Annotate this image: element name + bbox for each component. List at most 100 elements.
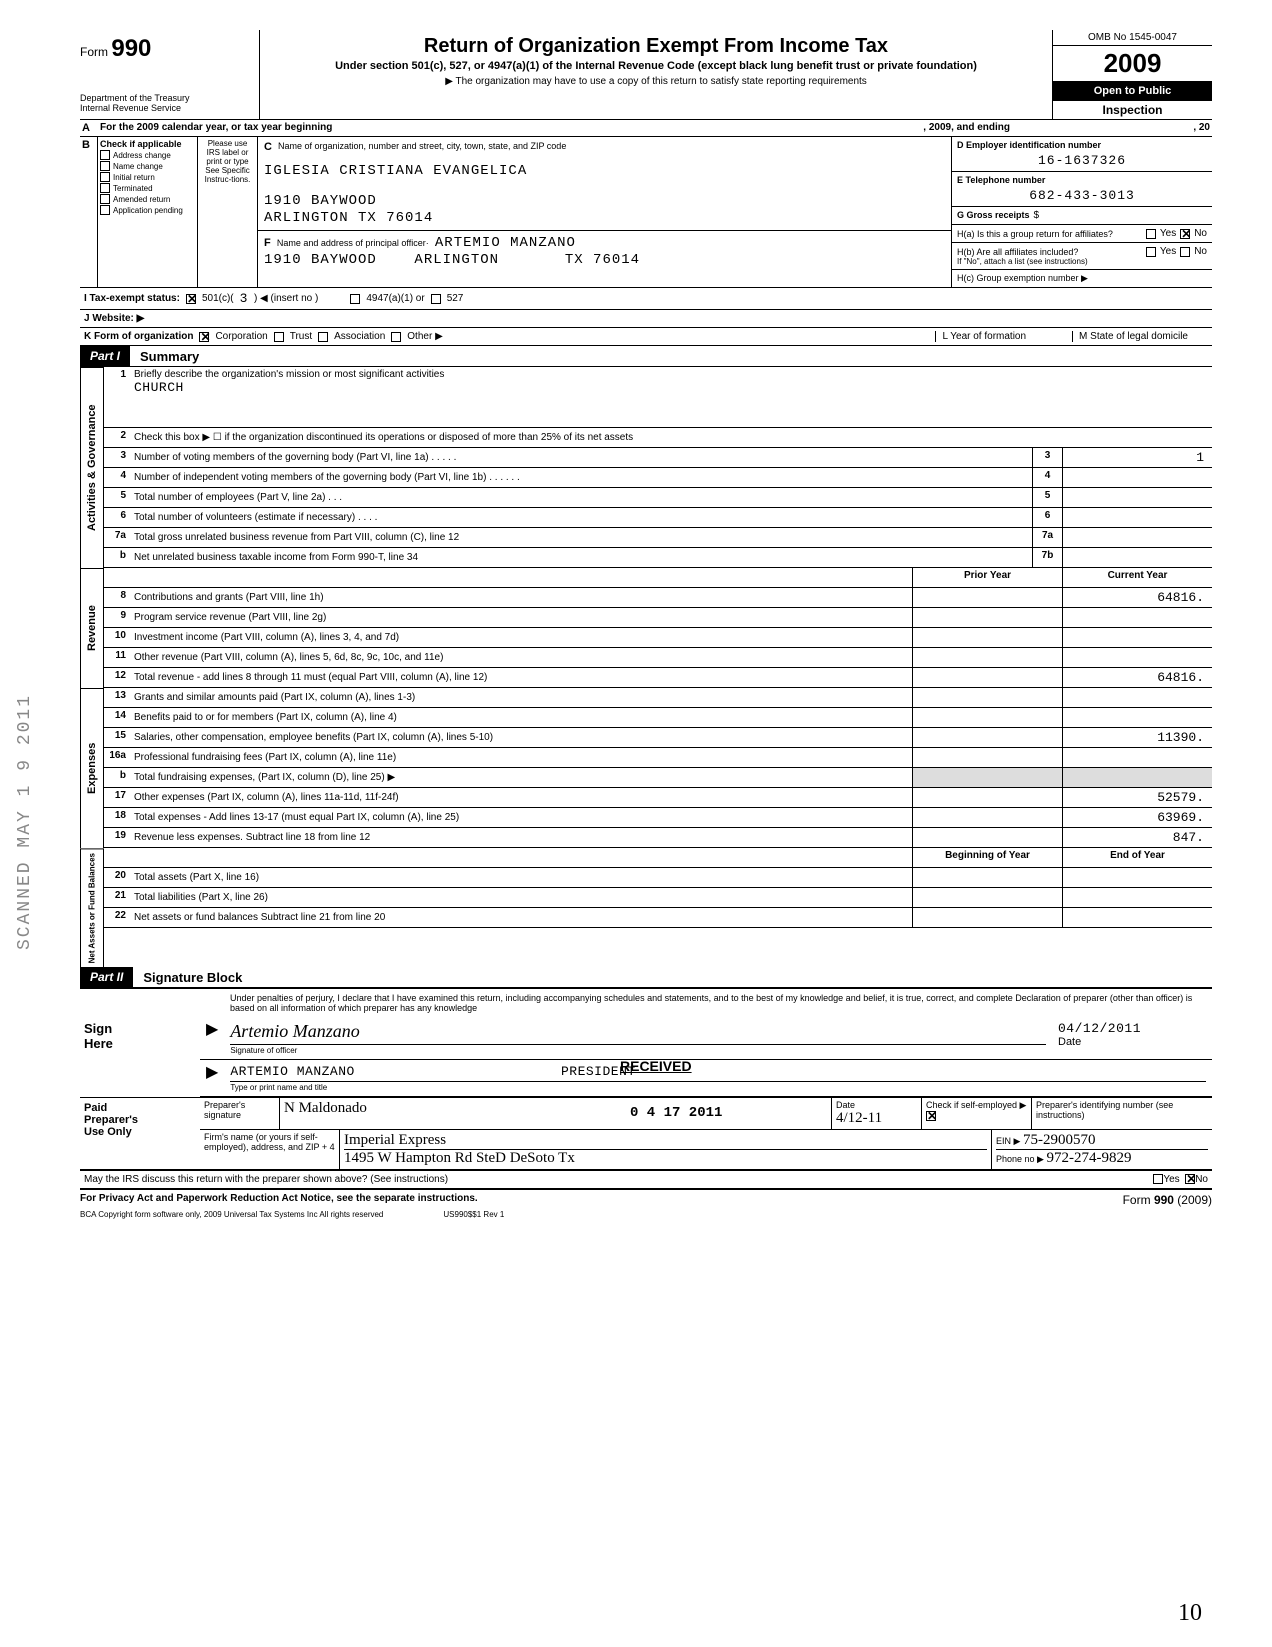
g-label: G Gross receipts	[957, 210, 1030, 221]
chk-other[interactable]	[391, 332, 401, 342]
hdr-prior: Prior Year	[912, 568, 1062, 587]
preparer-date: 4/12-11	[836, 1110, 882, 1126]
na-prior-21	[912, 888, 1062, 907]
chk-self-employed[interactable]	[926, 1111, 936, 1121]
chk-corp[interactable]	[199, 332, 209, 342]
hdr-curr: Current Year	[1062, 568, 1212, 587]
netassets-section: Net Assets or Fund Balances Beginning of…	[80, 848, 1212, 967]
exp-curr-15: 11390.	[1062, 728, 1212, 747]
rev-prior-11	[912, 648, 1062, 667]
governance-section: Activities & Governance 1Briefly describ…	[80, 367, 1212, 568]
tax-year: 2009	[1053, 46, 1212, 82]
form-note: ▶ The organization may have to use a cop…	[270, 76, 1042, 87]
org-addr2: ARLINGTON TX 76014	[264, 210, 945, 226]
line-j: J Website: ▶	[80, 310, 1212, 328]
omb: OMB No 1545-0047	[1053, 30, 1212, 46]
discuss-yes[interactable]	[1153, 1174, 1163, 1184]
page-number: 10	[1178, 1600, 1202, 1627]
firm-addr: 1495 W Hampton Rd SteD DeSoto Tx	[344, 1149, 987, 1167]
hc-label: H(c) Group exemption number ▶	[952, 270, 1212, 287]
e-label: E Telephone number	[957, 175, 1207, 185]
exp-curr-19: 847.	[1062, 828, 1212, 847]
form-title: Return of Organization Exempt From Incom…	[270, 35, 1042, 58]
d-label: D Employer identification number	[957, 140, 1207, 150]
footer: For Privacy Act and Paperwork Reduction …	[80, 1190, 1212, 1210]
line-i: I Tax-exempt status: 501(c)(3) ◀ (insert…	[80, 288, 1212, 310]
gov-val-5	[1062, 488, 1212, 507]
gov-val-6	[1062, 508, 1212, 527]
rev: US990$$1 Rev 1	[443, 1210, 504, 1219]
exp-prior-18	[912, 808, 1062, 827]
rev-curr-10	[1062, 628, 1212, 647]
chk-name[interactable]	[100, 161, 110, 171]
chk-pending[interactable]	[100, 205, 110, 215]
line-a: A For the 2009 calendar year, or tax yea…	[80, 120, 1212, 137]
rev-curr-8: 64816.	[1062, 588, 1212, 607]
ha-yes[interactable]	[1146, 229, 1156, 239]
exp-prior-19	[912, 828, 1062, 847]
scanned-stamp: SCANNED MAY 1 9 2011	[15, 694, 35, 950]
stamp-date: 0 4 17 2011	[630, 1105, 722, 1121]
exp-prior-15	[912, 728, 1062, 747]
rev-prior-8	[912, 588, 1062, 607]
discuss-text: May the IRS discuss this return with the…	[84, 1174, 1153, 1185]
stamp-received: RECEIVED	[620, 1058, 692, 1074]
exp-curr-13	[1062, 688, 1212, 707]
part1-header: Part I Summary	[80, 346, 1212, 367]
expenses-section: Expenses 13Grants and similar amounts pa…	[80, 688, 1212, 848]
na-curr-20	[1062, 868, 1212, 887]
irs-label-instructions: Please use IRS label or print or type Se…	[198, 137, 258, 287]
chk-amended[interactable]	[100, 194, 110, 204]
chk-trust[interactable]	[274, 332, 284, 342]
hb-note: If "No", attach a list (see instructions…	[957, 257, 1207, 266]
na-curr-22	[1062, 908, 1212, 927]
hb-label: H(b) Are all affiliates included?	[957, 247, 1142, 257]
exp-prior-17	[912, 788, 1062, 807]
rev-prior-12	[912, 668, 1062, 687]
dept: Department of the Treasury Internal Reve…	[80, 93, 251, 113]
hb-yes[interactable]	[1146, 247, 1156, 257]
form-header: Form 990 Department of the Treasury Inte…	[80, 30, 1212, 120]
exp-curr-14	[1062, 708, 1212, 727]
gov-val-3: 1	[1062, 448, 1212, 467]
firm-ein: 75-2900570	[1023, 1132, 1096, 1148]
chk-assoc[interactable]	[318, 332, 328, 342]
signature-block: Under penalties of perjury, I declare th…	[80, 988, 1212, 1097]
org-addr1: 1910 BAYWOOD	[264, 193, 945, 209]
rev-curr-11	[1062, 648, 1212, 667]
preparer-signature: N Maldonado	[284, 1100, 367, 1116]
copyright: BCA Copyright form software only, 2009 U…	[80, 1210, 383, 1219]
ha-no[interactable]	[1180, 229, 1190, 239]
col-b-checkboxes: Check if applicable Address change Name …	[98, 137, 198, 287]
gov-val-7a	[1062, 528, 1212, 547]
chk-501c[interactable]	[186, 294, 196, 304]
ein: 16-1637326	[957, 153, 1207, 168]
block-bcdefgh: B Check if applicable Address change Nam…	[80, 137, 1212, 288]
chk-527[interactable]	[431, 294, 441, 304]
hb-no[interactable]	[1180, 247, 1190, 257]
chk-address[interactable]	[100, 150, 110, 160]
rev-curr-9	[1062, 608, 1212, 627]
na-prior-20	[912, 868, 1062, 887]
chk-initial[interactable]	[100, 172, 110, 182]
penalties-text: Under penalties of perjury, I declare th…	[80, 989, 1212, 1017]
rev-prior-10	[912, 628, 1062, 647]
rev-prior-9	[912, 608, 1062, 627]
hdr-beg: Beginning of Year	[912, 848, 1062, 867]
form-subtitle: Under section 501(c), 527, or 4947(a)(1)…	[270, 60, 1042, 72]
hdr-end: End of Year	[1062, 848, 1212, 867]
part2-header: Part II Signature Block	[80, 967, 1212, 988]
chk-4947[interactable]	[350, 294, 360, 304]
gov-val-4	[1062, 468, 1212, 487]
org-name: IGLESIA CRISTIANA EVANGELICA	[264, 163, 945, 179]
discuss-no[interactable]	[1185, 1174, 1195, 1184]
inspection: Inspection	[1053, 101, 1212, 119]
f-label: Name and address of principal officer·	[277, 238, 429, 248]
officer-addr: 1910 BAYWOOD ARLINGTON TX 76014	[264, 252, 945, 268]
c-label: Name of organization, number and street,…	[278, 141, 566, 153]
phone: 682-433-3013	[957, 188, 1207, 203]
open-public: Open to Public	[1053, 82, 1212, 101]
exp-prior-14	[912, 708, 1062, 727]
chk-terminated[interactable]	[100, 183, 110, 193]
mission-text: Briefly describe the organization's miss…	[132, 367, 1212, 427]
